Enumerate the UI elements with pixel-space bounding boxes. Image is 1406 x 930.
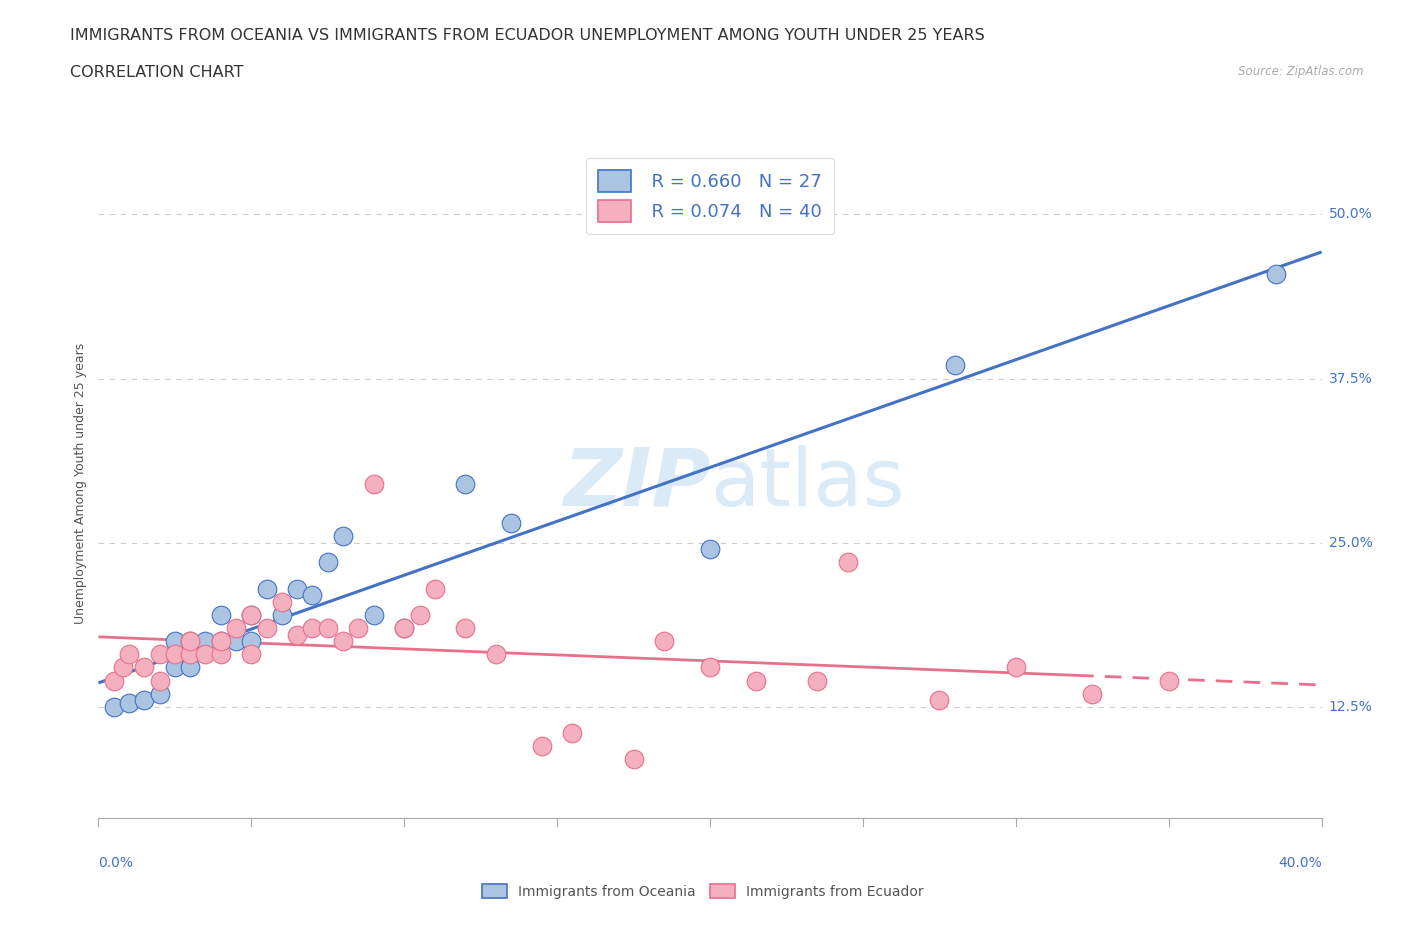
Point xyxy=(1157,673,1180,688)
Point xyxy=(806,673,828,688)
Point xyxy=(240,647,263,662)
Point xyxy=(316,555,339,570)
Point xyxy=(270,594,292,609)
Point xyxy=(163,647,186,662)
Point xyxy=(501,515,523,530)
Point xyxy=(408,607,430,622)
Text: Source: ZipAtlas.com: Source: ZipAtlas.com xyxy=(1239,65,1364,78)
Point xyxy=(179,633,201,648)
Point xyxy=(163,633,186,648)
Text: ZIP: ZIP xyxy=(562,445,710,523)
Point xyxy=(745,673,768,688)
Point xyxy=(179,633,201,648)
Point xyxy=(392,620,416,635)
Point xyxy=(561,725,583,740)
Point xyxy=(301,620,323,635)
Point xyxy=(623,751,645,766)
Text: 0.0%: 0.0% xyxy=(98,856,134,870)
Point xyxy=(194,647,217,662)
Point xyxy=(943,358,966,373)
Text: 50.0%: 50.0% xyxy=(1329,207,1372,221)
Point xyxy=(316,620,339,635)
Text: IMMIGRANTS FROM OCEANIA VS IMMIGRANTS FROM ECUADOR UNEMPLOYMENT AMONG YOUTH UNDE: IMMIGRANTS FROM OCEANIA VS IMMIGRANTS FR… xyxy=(70,28,986,43)
Point xyxy=(347,620,370,635)
Point xyxy=(118,647,141,662)
Point xyxy=(530,738,553,753)
Point xyxy=(256,620,278,635)
Point xyxy=(1081,686,1104,701)
Text: 40.0%: 40.0% xyxy=(1278,856,1322,870)
Point xyxy=(454,476,477,491)
Point xyxy=(699,660,721,675)
Point xyxy=(392,620,416,635)
Point xyxy=(179,647,201,662)
Legend:   R = 0.660   N = 27,   R = 0.074   N = 40: R = 0.660 N = 27, R = 0.074 N = 40 xyxy=(586,158,834,234)
Point xyxy=(285,627,308,642)
Point xyxy=(103,699,125,714)
Point xyxy=(225,620,247,635)
Text: atlas: atlas xyxy=(710,445,904,523)
Text: 37.5%: 37.5% xyxy=(1329,372,1372,386)
Point xyxy=(163,660,186,675)
Point xyxy=(301,588,323,603)
Point xyxy=(111,660,134,675)
Point xyxy=(179,660,201,675)
Point xyxy=(149,647,172,662)
Point xyxy=(363,476,385,491)
Point xyxy=(134,693,156,708)
Text: 25.0%: 25.0% xyxy=(1329,536,1372,550)
Point xyxy=(1004,660,1026,675)
Point xyxy=(134,660,156,675)
Legend: Immigrants from Oceania, Immigrants from Ecuador: Immigrants from Oceania, Immigrants from… xyxy=(477,879,929,905)
Point xyxy=(209,633,232,648)
Point xyxy=(928,693,950,708)
Point xyxy=(485,647,508,662)
Point xyxy=(423,581,446,596)
Point xyxy=(699,542,721,557)
Point xyxy=(149,673,172,688)
Point xyxy=(194,633,217,648)
Point xyxy=(240,633,263,648)
Point xyxy=(149,686,172,701)
Point xyxy=(454,620,477,635)
Point xyxy=(209,647,232,662)
Point xyxy=(118,696,141,711)
Point xyxy=(285,581,308,596)
Y-axis label: Unemployment Among Youth under 25 years: Unemployment Among Youth under 25 years xyxy=(75,343,87,624)
Point xyxy=(652,633,675,648)
Point xyxy=(256,581,278,596)
Point xyxy=(332,633,354,648)
Point xyxy=(209,633,232,648)
Point xyxy=(332,528,354,543)
Point xyxy=(837,555,859,570)
Point xyxy=(1264,266,1286,281)
Point xyxy=(363,607,385,622)
Point xyxy=(240,607,263,622)
Point xyxy=(103,673,125,688)
Text: 12.5%: 12.5% xyxy=(1329,699,1372,714)
Point xyxy=(240,607,263,622)
Text: CORRELATION CHART: CORRELATION CHART xyxy=(70,65,243,80)
Point xyxy=(225,633,247,648)
Point xyxy=(209,607,232,622)
Point xyxy=(270,607,292,622)
